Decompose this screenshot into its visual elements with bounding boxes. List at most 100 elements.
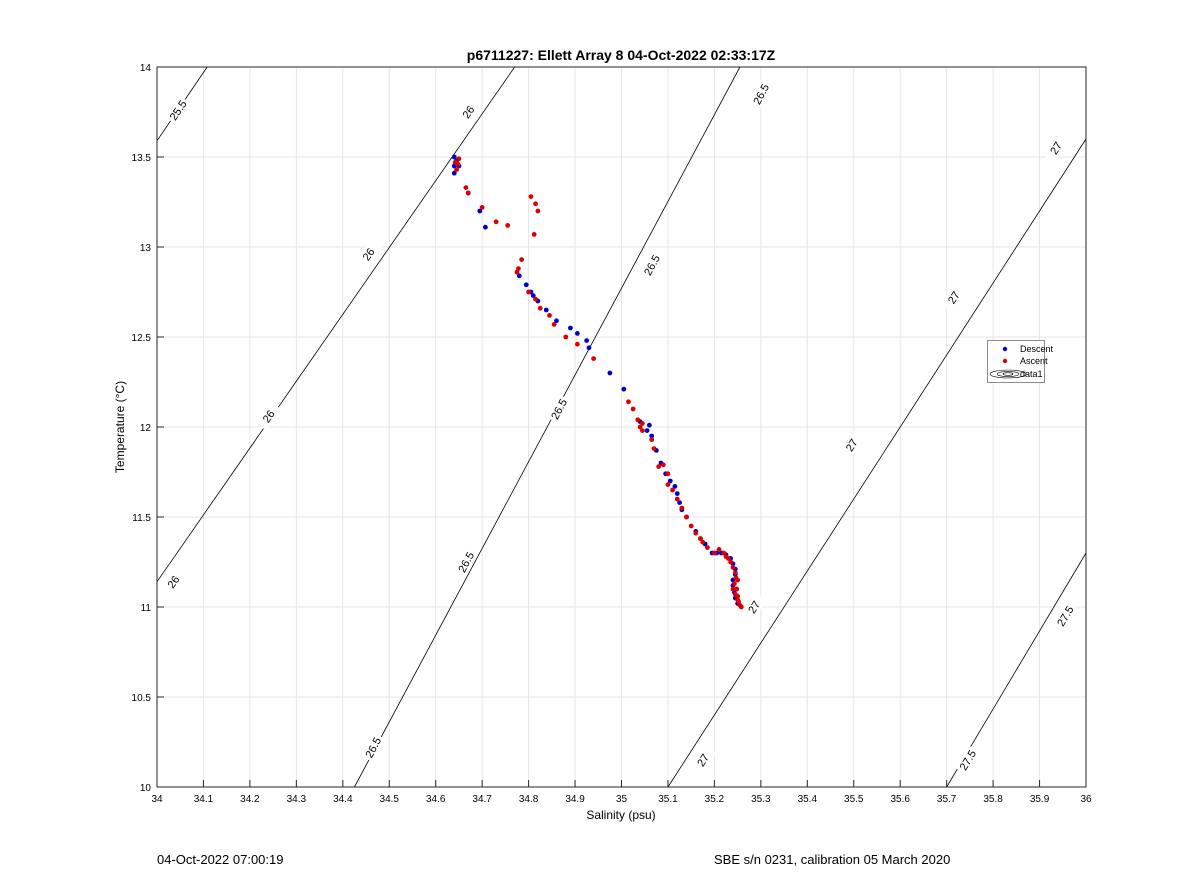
footer-timestamp: 04-Oct-2022 07:00:19: [157, 852, 284, 867]
density-contours: 25.52626262626.526.526.526.526.527272727…: [156, 66, 1087, 788]
x-tick-label: 36: [1080, 794, 1092, 805]
contour-label: 25.5: [164, 95, 191, 125]
descent-point: [584, 338, 590, 343]
legend-label-data1: data1: [1020, 369, 1043, 379]
contour-label-background: [1042, 133, 1069, 163]
ascent-point: [721, 550, 727, 556]
ascent-point: [735, 597, 741, 603]
ascent-point: [651, 446, 657, 451]
y-tick-label: 12: [140, 423, 152, 434]
contour-label: 26.5: [748, 79, 774, 109]
ascent-point: [533, 296, 538, 302]
x-tick-label: 34.5: [380, 794, 400, 805]
descent-point: [674, 491, 680, 496]
ascent-point: [656, 464, 662, 469]
contour-label-text: 27: [695, 752, 712, 769]
ascent-point: [626, 399, 631, 405]
x-tick-label: 34.8: [519, 794, 539, 805]
ascent-point: [535, 208, 541, 214]
ascent-point: [738, 604, 744, 610]
y-tick-label: 10.5: [132, 693, 152, 704]
contour-label-background: [160, 567, 187, 597]
y-tick-label: 14: [140, 63, 152, 74]
ascent-point: [665, 482, 671, 487]
descent-point: [451, 163, 457, 169]
ascent-point: [551, 322, 557, 327]
contour-label: 26.5: [360, 732, 386, 763]
footer-calibration: SBE s/n 0231, calibration 05 March 2020: [714, 852, 951, 867]
ascent-point: [730, 565, 736, 570]
descent-point: [554, 318, 559, 324]
chart-title: p6711227: Ellett Array 8 04-Oct-2022 02:…: [467, 47, 776, 63]
descent-point: [574, 331, 580, 336]
contour-label-text: 26: [166, 574, 183, 591]
descent-point: [451, 154, 457, 160]
ascent-point: [452, 160, 458, 165]
contour-label-background: [689, 745, 716, 775]
ascent-point: [684, 514, 689, 520]
legend-item-ascent: Ascent: [988, 355, 1048, 367]
contour-label: 26: [255, 401, 282, 431]
contour-label-text: 26: [461, 104, 478, 121]
contour-label-text: 27: [746, 599, 763, 616]
legend-label-ascent: Ascent: [1020, 356, 1048, 366]
ascent-point: [456, 156, 462, 162]
x-tick-label: 34.2: [240, 794, 260, 805]
ascent-point: [716, 547, 722, 552]
contour-line: [667, 138, 1087, 788]
contour-label-background: [740, 592, 767, 622]
x-tick-label: 34.6: [426, 794, 446, 805]
ascent-point: [574, 341, 580, 347]
ascent-point: [526, 289, 531, 295]
contour-label-text: 26: [261, 408, 278, 425]
x-tick-label: 35.5: [844, 794, 864, 805]
contour-label-background: [164, 95, 191, 125]
ascent-point: [725, 556, 731, 561]
ascent-point: [640, 428, 645, 433]
contour-label: 27.5: [1052, 601, 1078, 631]
ascent-point: [705, 545, 710, 550]
ascent-point: [640, 421, 645, 426]
ascent-point: [537, 305, 543, 311]
ascent-point: [693, 530, 699, 536]
ascent-point: [730, 586, 736, 592]
contour-label-background: [838, 430, 865, 460]
x-tick-label: 35.8: [983, 794, 1003, 805]
contour-label: 26: [455, 97, 482, 127]
ascent-point: [728, 559, 734, 565]
ascent-point: [688, 523, 694, 529]
ascent-point: [637, 424, 643, 430]
contour-label: 27: [689, 745, 716, 775]
y-tick-label: 11: [141, 603, 152, 614]
x-tick-label: 34.4: [333, 794, 353, 805]
ascent-point: [700, 539, 706, 545]
contour-label-background: [639, 250, 665, 280]
ascent-point: [533, 201, 538, 207]
ascent-point: [465, 190, 471, 196]
descent-point: [677, 500, 682, 505]
descent-point: [646, 422, 652, 428]
ascent-point: [547, 313, 552, 318]
contour-label-background: [940, 282, 967, 313]
contour-label-background: [453, 547, 479, 577]
x-tick-label: 35: [616, 794, 628, 805]
ascent-point: [515, 266, 521, 271]
ascent-point: [493, 219, 499, 225]
contour-label: 27: [1042, 133, 1069, 163]
descent-point: [543, 307, 549, 313]
contour-label-background: [360, 732, 386, 763]
contour-label-background: [1052, 601, 1078, 631]
ascent-point: [479, 205, 485, 210]
contour-label-background: [355, 239, 382, 269]
x-tick-label: 35.1: [658, 794, 678, 805]
y-tick-label: 10: [140, 783, 152, 794]
ascent-point: [660, 462, 666, 468]
contour-line: [156, 66, 515, 583]
x-tick-label: 35.4: [798, 794, 818, 805]
x-tick-label: 34: [151, 794, 163, 805]
ascent-point: [665, 471, 671, 477]
descent-marker-icon: [1002, 346, 1008, 352]
contour-label: 27.5: [954, 745, 981, 775]
contour-label-background: [546, 394, 572, 424]
